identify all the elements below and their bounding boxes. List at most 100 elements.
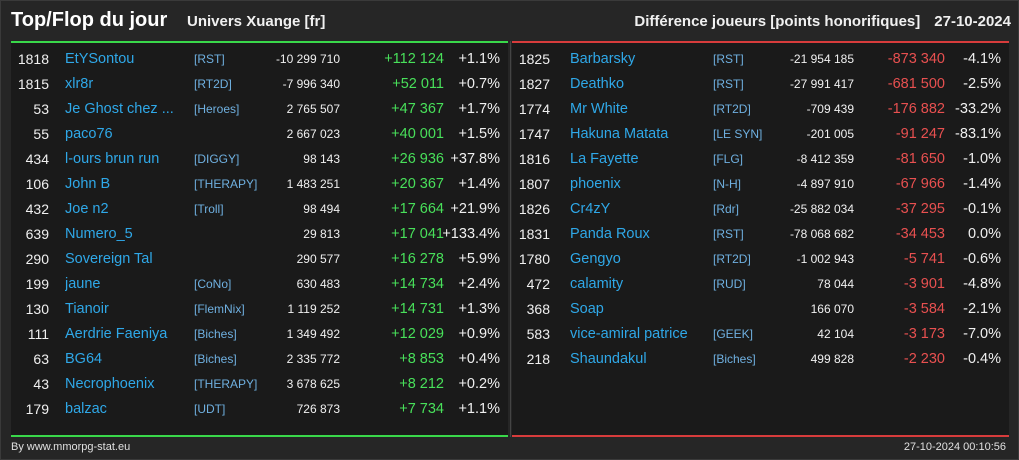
player-rank: 199 <box>25 276 49 292</box>
table-row: 1826 Cr4zY [Rdr] -25 882 034 -37 295 -0.1% <box>512 197 1009 222</box>
percent-change: -7.0% <box>963 326 1001 342</box>
guild-tag-link[interactable]: [RUD] <box>713 277 746 291</box>
player-name-link[interactable]: Panda Roux <box>570 226 650 242</box>
points-difference: +17 041 <box>391 226 444 242</box>
points-difference: +8 853 <box>399 351 444 367</box>
player-name-link[interactable]: Cr4zY <box>570 201 611 217</box>
guild-tag-link[interactable]: [RT2D] <box>713 252 751 266</box>
player-rank: 434 <box>25 151 49 167</box>
player-name-link[interactable]: Sovereign Tal <box>65 251 153 267</box>
guild-tag-link[interactable]: [RT2D] <box>194 77 232 91</box>
guild-tag-link[interactable]: [THERAPY] <box>194 177 258 191</box>
guild-tag-link[interactable]: [N-H] <box>713 177 741 191</box>
table-row: 55 paco76 2 667 023 +40 001 +1.5% <box>11 122 508 147</box>
points-difference: -873 340 <box>887 51 945 67</box>
player-rank: 63 <box>33 351 49 367</box>
player-total-points: -78 068 682 <box>789 227 854 241</box>
player-name-link[interactable]: La Fayette <box>570 151 639 167</box>
table-row: 1818 EtYSontou [RST] -10 299 710 +112 124 +1.… <box>11 47 508 72</box>
table-row: 1827 Deathko [RST] -27 991 417 -681 500 -2.5% <box>512 72 1009 97</box>
player-rank: 130 <box>25 301 49 317</box>
guild-tag-link[interactable]: [THERAPY] <box>194 377 258 391</box>
guild-tag-link[interactable]: [UDT] <box>194 402 226 416</box>
table-row: 368 Soap 166 070 -3 584 -2.1% <box>512 297 1009 322</box>
points-difference: -67 966 <box>895 176 945 192</box>
guild-tag-link[interactable]: [Troll] <box>194 202 224 216</box>
table-row: 1825 Barbarsky [RST] -21 954 185 -873 340 -4.… <box>512 47 1009 72</box>
guild-tag-link[interactable]: [RST] <box>713 227 744 241</box>
guild-tag-link[interactable]: [FLG] <box>713 152 744 166</box>
table-row: 53 Je Ghost chez ... [Heroes] 2 765 507 +47 … <box>11 97 508 122</box>
player-name-link[interactable]: Mr White <box>570 101 628 117</box>
player-name-link[interactable]: Barbarsky <box>570 51 636 67</box>
points-difference: +14 734 <box>391 276 444 292</box>
player-name-link[interactable]: Aerdrie Faeniya <box>65 326 168 342</box>
player-name-link[interactable]: Tianoir <box>65 301 109 317</box>
player-rank: 53 <box>33 101 49 117</box>
guild-tag-link[interactable]: [Rdr] <box>713 202 740 216</box>
guild-tag-link[interactable]: [RST] <box>713 77 744 91</box>
player-rank: 1815 <box>17 76 49 92</box>
guild-tag-link[interactable]: [RST] <box>713 52 744 66</box>
guild-tag-link[interactable]: [Biches] <box>194 352 237 366</box>
guild-tag-link[interactable]: [Biches] <box>194 327 237 341</box>
guild-tag-link[interactable]: [LE SYN] <box>713 127 763 141</box>
percent-change: +1.1% <box>458 51 500 67</box>
player-name-link[interactable]: calamity <box>570 276 624 292</box>
percent-change: +133.4% <box>442 226 500 242</box>
table-row: 434 l-ours brun run [DIGGY] 98 143 +26 936 +3… <box>11 147 508 172</box>
percent-change: -4.1% <box>963 51 1001 67</box>
player-name-link[interactable]: jaune <box>65 276 101 292</box>
guild-tag-link[interactable]: [GEEK] <box>713 327 754 341</box>
player-name-link[interactable]: Je Ghost chez ... <box>65 101 174 117</box>
player-total-points: 1 349 492 <box>286 327 340 341</box>
player-rank: 111 <box>27 326 49 342</box>
guild-tag-link[interactable]: [FlemNix] <box>194 302 245 316</box>
percent-change: 0.0% <box>967 226 1001 242</box>
player-name-link[interactable]: paco76 <box>65 126 113 142</box>
guild-tag-link[interactable]: [Heroes] <box>194 102 240 116</box>
player-total-points: -4 897 910 <box>796 177 854 191</box>
player-rank: 1807 <box>518 176 550 192</box>
player-name-link[interactable]: Shaundakul <box>570 351 647 367</box>
table-row: 432 Joe n2 [Troll] 98 494 +17 664 +21.9% <box>11 197 508 222</box>
guild-tag-link[interactable]: [RT2D] <box>713 102 751 116</box>
player-rank: 1780 <box>518 251 550 267</box>
table-row: 130 Tianoir [FlemNix] 1 119 252 +14 731 +1.3% <box>11 297 508 322</box>
table-row: 179 balzac [UDT] 726 873 +7 734 +1.1% <box>11 397 508 422</box>
player-total-points: 2 765 507 <box>286 102 340 116</box>
player-name-link[interactable]: John B <box>65 176 111 192</box>
guild-tag-link[interactable]: [DIGGY] <box>194 152 240 166</box>
player-name-link[interactable]: Soap <box>570 301 604 317</box>
points-difference: -681 500 <box>887 76 945 92</box>
player-name-link[interactable]: Joe n2 <box>65 201 109 217</box>
player-total-points: -8 412 359 <box>796 152 854 166</box>
player-name-link[interactable]: Gengyo <box>570 251 621 267</box>
player-name-link[interactable]: BG64 <box>65 351 103 367</box>
percent-change: -4.8% <box>963 276 1001 292</box>
player-rank: 1831 <box>518 226 550 242</box>
metric-header: Différence joueurs [points honorifiques]… <box>634 13 1011 30</box>
points-difference: +47 367 <box>391 101 444 117</box>
player-name-link[interactable]: Hakuna Matata <box>570 126 669 142</box>
guild-tag-link[interactable]: [RST] <box>194 52 225 66</box>
player-rank: 1825 <box>518 51 550 67</box>
player-total-points: 3 678 625 <box>286 377 340 391</box>
player-total-points: -25 882 034 <box>789 202 854 216</box>
player-total-points: 1 119 252 <box>287 302 341 316</box>
player-name-link[interactable]: l-ours brun run <box>65 151 160 167</box>
player-name-link[interactable]: phoenix <box>570 176 621 192</box>
percent-change: +37.8% <box>450 151 500 167</box>
points-difference: -3 584 <box>903 301 945 317</box>
player-name-link[interactable]: EtYSontou <box>65 51 135 67</box>
player-name-link[interactable]: Deathko <box>570 76 625 92</box>
player-name-link[interactable]: Necrophoenix <box>65 376 155 392</box>
player-total-points: -201 005 <box>806 127 854 141</box>
guild-tag-link[interactable]: [CoNo] <box>194 277 232 291</box>
player-name-link[interactable]: balzac <box>65 401 107 417</box>
table-row: 583 vice-amiral patrice [GEEK] 42 104 -3 173… <box>512 322 1009 347</box>
player-name-link[interactable]: xlr8r <box>65 76 94 92</box>
player-name-link[interactable]: vice-amiral patrice <box>570 326 688 342</box>
guild-tag-link[interactable]: [Biches] <box>713 352 756 366</box>
player-name-link[interactable]: Numero_5 <box>65 226 133 242</box>
